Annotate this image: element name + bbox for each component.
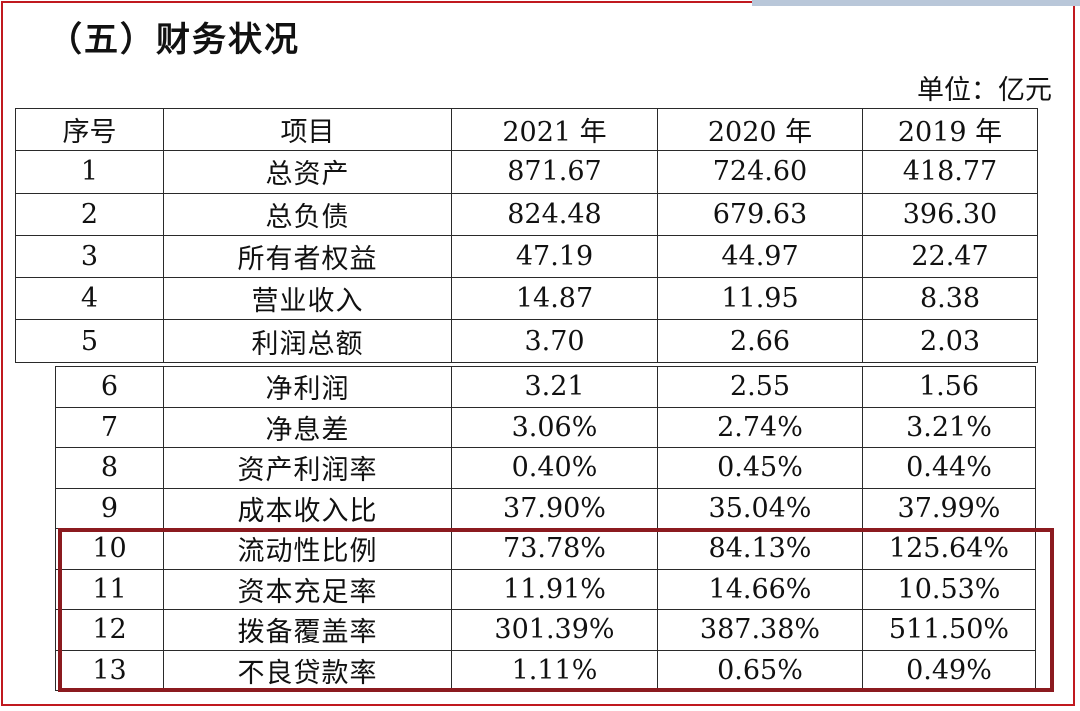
cell-2020: 2.66 — [657, 319, 863, 363]
cell-item: 资产利润率 — [163, 447, 452, 489]
cell-item: 拨备覆盖率 — [163, 609, 452, 651]
cell-2019: 2.03 — [862, 319, 1038, 363]
cell-item: 营业收入 — [163, 277, 452, 321]
cell-2019: 125.64% — [862, 528, 1036, 570]
cell-2021: 47.19 — [451, 234, 658, 279]
cell-item: 总负债 — [163, 192, 452, 236]
cell-2020: 0.65% — [657, 649, 863, 691]
cell-2020: 2.55 — [657, 366, 863, 408]
table-row: 3 所有者权益 47.19 44.97 22.47 — [15, 234, 1038, 279]
cell-no: 2 — [15, 192, 164, 236]
cell-2021: 3.21 — [451, 366, 658, 408]
cell-2021: 14.87 — [451, 277, 658, 321]
cell-2021: 3.70 — [451, 319, 658, 363]
unit-label: 单位：亿元 — [917, 75, 1052, 106]
cell-2020: 11.95 — [657, 277, 863, 321]
cell-no: 11 — [55, 568, 164, 610]
cell-item: 所有者权益 — [163, 234, 452, 279]
cell-no: 3 — [15, 234, 164, 279]
cell-2021: 301.39% — [451, 609, 658, 651]
cell-2020: 387.38% — [657, 609, 863, 651]
table-row: 5 利润总额 3.70 2.66 2.03 — [15, 319, 1038, 363]
cell-no: 7 — [55, 406, 164, 448]
header-item: 项目 — [163, 107, 452, 152]
cell-2019: 37.99% — [862, 487, 1036, 529]
cell-2020: 35.04% — [657, 487, 863, 529]
table-row: 10 流动性比例 73.78% 84.13% 125.64% — [55, 528, 1036, 570]
cell-2021: 37.90% — [451, 487, 658, 529]
cell-item: 成本收入比 — [163, 487, 452, 529]
cell-2019: 0.44% — [862, 447, 1036, 489]
cell-2020: 14.66% — [657, 568, 863, 610]
cell-2019: 3.21% — [862, 406, 1036, 448]
header-2021: 2021 年 — [451, 107, 658, 152]
cell-item: 总资产 — [163, 150, 452, 194]
cell-2019: 0.49% — [862, 649, 1036, 691]
table-row: 12 拨备覆盖率 301.39% 387.38% 511.50% — [55, 609, 1036, 651]
cell-2021: 871.67 — [451, 150, 658, 194]
cell-2019: 1.56 — [862, 366, 1036, 408]
cell-2020: 724.60 — [657, 150, 863, 194]
cell-no: 8 — [55, 447, 164, 489]
cell-2019: 22.47 — [862, 234, 1038, 279]
header-no: 序号 — [15, 107, 164, 152]
header-2019: 2019 年 — [862, 107, 1038, 152]
cell-no: 12 — [55, 609, 164, 651]
table-row: 6 净利润 3.21 2.55 1.56 — [55, 366, 1036, 408]
cell-2021: 0.40% — [451, 447, 658, 489]
cell-2019: 396.30 — [862, 192, 1038, 236]
cell-item: 资本充足率 — [163, 568, 452, 610]
table-header-row: 序号 项目 2021 年 2020 年 2019 年 — [15, 107, 1038, 152]
table-row: 1 总资产 871.67 724.60 418.77 — [15, 150, 1038, 194]
cell-2021: 824.48 — [451, 192, 658, 236]
section-title: （五）财务状况 — [48, 20, 300, 60]
cell-2021: 3.06% — [451, 406, 658, 448]
financial-table-part-1: 序号 项目 2021 年 2020 年 2019 年 1 总资产 871.67 … — [15, 107, 1038, 363]
cell-item: 净利润 — [163, 366, 452, 408]
cell-2020: 84.13% — [657, 528, 863, 570]
cell-2020: 2.74% — [657, 406, 863, 448]
cell-no: 5 — [15, 319, 164, 363]
cell-2020: 44.97 — [657, 234, 863, 279]
table-row: 13 不良贷款率 1.11% 0.65% 0.49% — [55, 649, 1036, 691]
table-row: 2 总负债 824.48 679.63 396.30 — [15, 192, 1038, 236]
cell-2019: 8.38 — [862, 277, 1038, 321]
cell-2020: 679.63 — [657, 192, 863, 236]
header-2020: 2020 年 — [657, 107, 863, 152]
table-row: 4 营业收入 14.87 11.95 8.38 — [15, 277, 1038, 321]
top-edge-strip — [752, 0, 1080, 6]
cell-item: 净息差 — [163, 406, 452, 448]
cell-no: 6 — [55, 366, 164, 408]
cell-2019: 511.50% — [862, 609, 1036, 651]
cell-2021: 1.11% — [451, 649, 658, 691]
table-row: 8 资产利润率 0.40% 0.45% 0.44% — [55, 447, 1036, 489]
financial-table-part-2: 6 净利润 3.21 2.55 1.56 7 净息差 3.06% 2.74% 3… — [55, 366, 1036, 691]
cell-2019: 10.53% — [862, 568, 1036, 610]
table-row: 7 净息差 3.06% 2.74% 3.21% — [55, 406, 1036, 448]
cell-no: 4 — [15, 277, 164, 321]
cell-2021: 11.91% — [451, 568, 658, 610]
cell-no: 9 — [55, 487, 164, 529]
cell-no: 1 — [15, 150, 164, 194]
cell-no: 10 — [55, 528, 164, 570]
table-row: 11 资本充足率 11.91% 14.66% 10.53% — [55, 568, 1036, 610]
cell-item: 不良贷款率 — [163, 649, 452, 691]
cell-item: 流动性比例 — [163, 528, 452, 570]
cell-no: 13 — [55, 649, 164, 691]
cell-2019: 418.77 — [862, 150, 1038, 194]
cell-item: 利润总额 — [163, 319, 452, 363]
cell-2021: 73.78% — [451, 528, 658, 570]
cell-2020: 0.45% — [657, 447, 863, 489]
table-row: 9 成本收入比 37.90% 35.04% 37.99% — [55, 487, 1036, 529]
